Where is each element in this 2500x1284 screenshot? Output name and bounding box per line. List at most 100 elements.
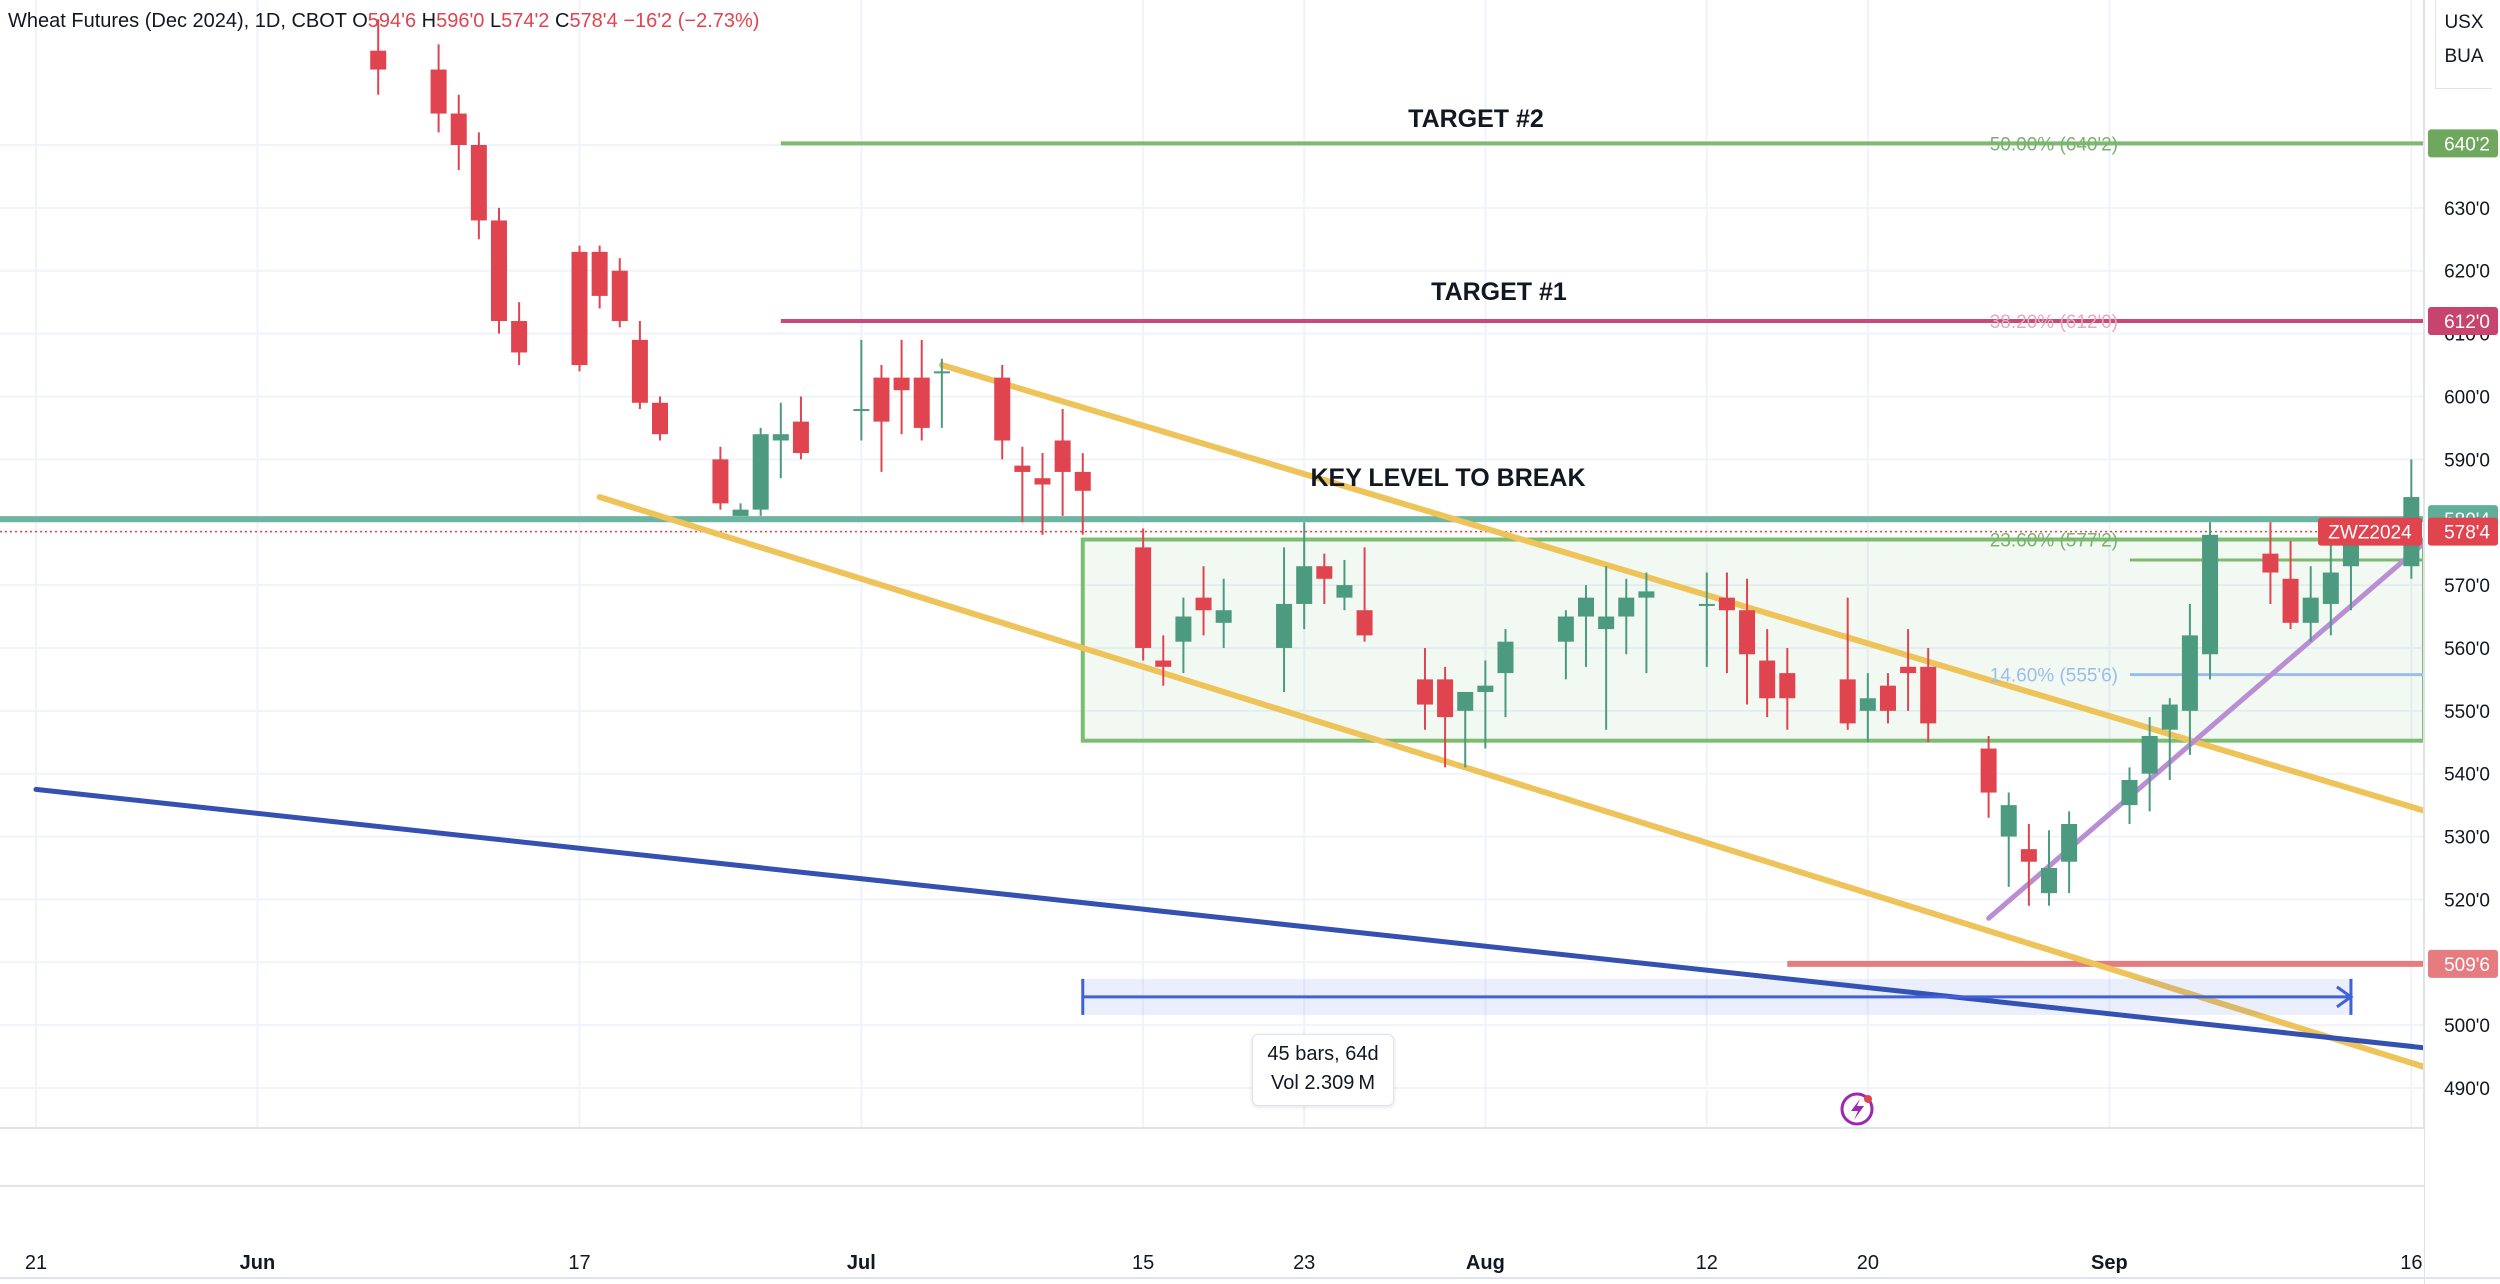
candle-down xyxy=(631,339,648,403)
currency-label[interactable]: USX xyxy=(2444,12,2484,33)
candle-down xyxy=(792,421,809,454)
price-tick-label: 550'0 xyxy=(2444,702,2490,723)
labels-layer: TARGET #2 TARGET #1 KEY LEVEL TO BREAK 50.0… xyxy=(1310,105,2118,687)
close-value: 578'4 xyxy=(569,10,618,32)
price-tick-label: 570'0 xyxy=(2444,576,2490,597)
candle-down xyxy=(611,270,628,322)
symbol-title: Wheat Futures (Dec 2024), 1D, CBOT xyxy=(8,10,347,32)
candle-up xyxy=(1578,597,1595,617)
price-tick-label: 500'0 xyxy=(2444,1016,2490,1037)
candle-down xyxy=(2020,849,2037,862)
candle-up xyxy=(1698,603,1715,606)
fib-level-label: 23.60% (577'2) xyxy=(1990,531,2118,552)
candle-up xyxy=(2121,779,2138,806)
currency-unit-box[interactable]: USX BUA xyxy=(2435,0,2492,89)
candle-down xyxy=(652,402,669,435)
price-tag-label: 640'2 xyxy=(2444,134,2490,155)
candle-down xyxy=(1739,610,1756,655)
candle-up xyxy=(1497,641,1514,674)
candle-down xyxy=(490,220,507,322)
candle-up xyxy=(2322,572,2339,604)
low-label: L xyxy=(489,10,502,32)
candle-down xyxy=(712,459,729,504)
candle-up xyxy=(1638,591,1655,598)
candle-up xyxy=(2141,735,2158,774)
candle-up xyxy=(732,509,749,516)
chart-grid xyxy=(0,0,2424,1128)
candle-up xyxy=(1175,616,1192,642)
candle-down xyxy=(370,50,387,70)
candle-down xyxy=(591,251,608,296)
time-tick-label: Sep xyxy=(2091,1252,2128,1274)
symbol-tag-label: ZWZ2024 xyxy=(2328,523,2412,544)
price-tick-label: 600'0 xyxy=(2444,387,2490,408)
fib-level-label: 38.20% (612'0) xyxy=(1990,312,2118,333)
candle-up xyxy=(1336,585,1353,598)
candle-down xyxy=(1900,666,1917,674)
candle-down xyxy=(1718,597,1735,611)
price-tick-label: 590'0 xyxy=(2444,450,2490,471)
measure-bars-days: 45 bars, 64d xyxy=(1267,1043,1379,1065)
fib-level-label: 50.00% (640'2) xyxy=(1990,134,2118,155)
candle-down xyxy=(2262,553,2279,573)
time-tick-label: 15 xyxy=(1132,1252,1154,1274)
candle-up xyxy=(1215,610,1232,623)
change-value: −16'2 (−2.73%) xyxy=(623,10,760,32)
candle-down xyxy=(1980,748,1997,793)
time-tick-label: Aug xyxy=(1466,1252,1505,1274)
open-label: O xyxy=(352,10,368,32)
candle-down xyxy=(1356,610,1373,636)
candle-down xyxy=(1416,679,1433,705)
candle-up xyxy=(1276,603,1293,648)
candle-down xyxy=(1074,471,1091,491)
candle-up xyxy=(2181,635,2198,711)
candle-down xyxy=(1054,440,1071,472)
price-tick-label: 530'0 xyxy=(2444,828,2490,849)
candle-down xyxy=(1034,478,1051,485)
price-tick-label: 560'0 xyxy=(2444,639,2490,660)
close-label: C xyxy=(554,10,570,32)
price-tag-bg xyxy=(2428,307,2498,336)
long-term-trend-line xyxy=(33,786,2500,1059)
candle-up xyxy=(2161,704,2178,730)
candle-down xyxy=(2282,578,2299,623)
candle-up xyxy=(2000,805,2017,837)
time-tick-label: 20 xyxy=(1857,1252,1879,1274)
chart-legend-header: Wheat Futures (Dec 2024), 1D, CBOT O594'… xyxy=(8,10,759,33)
price-tick-label: 630'0 xyxy=(2444,199,2490,220)
candle-down xyxy=(1014,465,1031,472)
drawings-layer xyxy=(0,141,2500,1126)
candle-down xyxy=(1135,547,1152,648)
price-tag-label: 578'4 xyxy=(2444,523,2490,544)
candle-down xyxy=(1920,666,1937,724)
candle-up xyxy=(1457,691,1474,711)
symbol-tag-bg xyxy=(2318,517,2422,546)
price-tag-bg xyxy=(2428,129,2498,158)
upper-channel-line xyxy=(938,362,2500,837)
lightning-event-icon xyxy=(1840,1092,1874,1126)
candle-up xyxy=(752,434,769,510)
candle-down xyxy=(511,321,528,353)
price-tag-bg xyxy=(2428,517,2498,546)
candle-down xyxy=(873,377,890,422)
candle-up xyxy=(2202,534,2219,655)
candle-down xyxy=(1437,679,1454,718)
price-tag-label: 612'0 xyxy=(2444,312,2490,333)
lightning-icon xyxy=(1851,1099,1864,1120)
candle-up xyxy=(853,409,870,412)
target-2-label: TARGET #2 xyxy=(1408,105,1544,133)
time-tick-label: 23 xyxy=(1293,1252,1315,1274)
unit-label[interactable]: BUA xyxy=(2444,46,2484,67)
candle-down xyxy=(1839,679,1856,724)
measure-volume: Vol 2.309 M xyxy=(1270,1072,1376,1094)
candle-up xyxy=(2302,597,2319,623)
candle-up xyxy=(2061,823,2078,862)
candles-layer xyxy=(370,19,2460,906)
candle-down xyxy=(1879,685,1896,711)
time-tick-label: Jun xyxy=(240,1252,276,1274)
measure-arrow-head xyxy=(2336,985,2354,1009)
candle-down xyxy=(1316,566,1333,579)
time-tick-label: Jul xyxy=(847,1252,876,1274)
candle-down xyxy=(571,251,588,366)
